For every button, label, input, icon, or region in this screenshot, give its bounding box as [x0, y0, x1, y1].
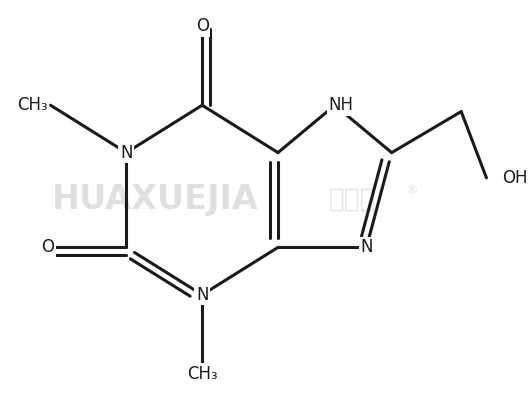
Text: N: N — [196, 286, 208, 304]
Text: 化学加: 化学加 — [329, 187, 376, 213]
Text: N: N — [360, 238, 373, 256]
Text: CH₃: CH₃ — [17, 96, 47, 114]
Text: NH: NH — [329, 96, 354, 114]
Text: ®: ® — [406, 184, 418, 197]
Text: HUAXUEJIA: HUAXUEJIA — [52, 184, 259, 216]
Text: CH₃: CH₃ — [187, 365, 218, 383]
Text: O: O — [41, 238, 54, 256]
Text: N: N — [120, 144, 133, 162]
Text: OH: OH — [502, 169, 528, 187]
Text: O: O — [195, 17, 209, 35]
